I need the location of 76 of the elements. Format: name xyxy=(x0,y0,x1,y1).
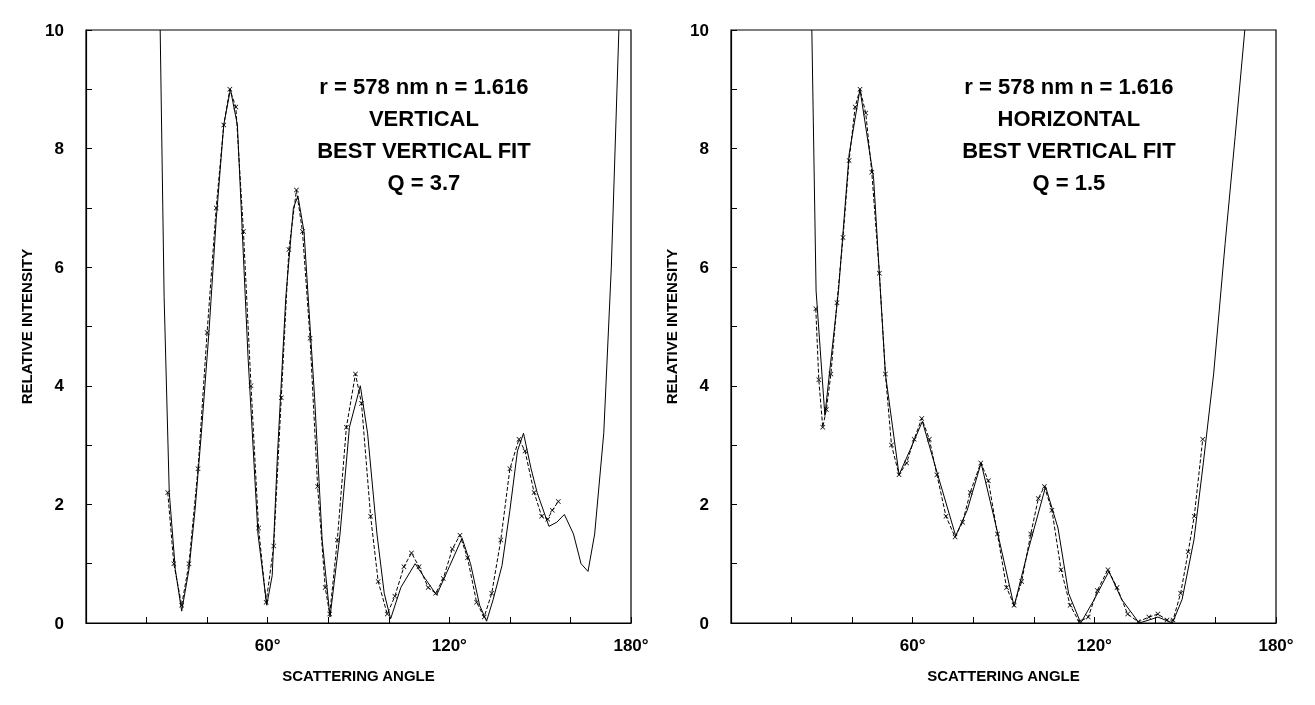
annotation: r = 578 nm n = 1.616 xyxy=(319,73,529,99)
point xyxy=(322,584,328,590)
y-tick-label: 2 xyxy=(54,494,64,514)
y-tick-label: 6 xyxy=(54,257,64,277)
point xyxy=(1191,513,1197,519)
point xyxy=(888,442,894,448)
annotation: Q = 3.7 xyxy=(387,169,461,195)
y-tick-label: 2 xyxy=(699,494,709,514)
annotation: BEST VERTICAL FIT xyxy=(317,137,532,163)
point xyxy=(293,187,299,193)
point xyxy=(846,157,852,163)
annotation: r = 578 nm n = 1.616 xyxy=(964,73,1174,99)
x-tick-label: 60° xyxy=(899,636,926,655)
y-axis-title: RELATIVE INTENSITY xyxy=(663,248,681,405)
point xyxy=(286,246,292,252)
point xyxy=(171,561,177,567)
point xyxy=(1019,578,1025,584)
point xyxy=(1035,495,1041,501)
y-tick-label: 10 xyxy=(45,20,64,40)
point xyxy=(299,229,305,235)
point xyxy=(359,401,365,407)
x-axis-title: SCATTERING ANGLE xyxy=(282,667,435,684)
point xyxy=(919,415,925,421)
point xyxy=(555,498,561,504)
point xyxy=(425,584,431,590)
x-tick-label: 120° xyxy=(1076,636,1113,655)
y-axis-title: RELATIVE INTENSITY xyxy=(18,248,36,405)
point xyxy=(165,490,171,496)
y-tick-label: 0 xyxy=(54,613,64,633)
point xyxy=(352,371,358,377)
point xyxy=(904,460,910,466)
point xyxy=(465,555,470,561)
y-tick-label: 4 xyxy=(54,376,65,396)
point xyxy=(278,395,284,401)
point xyxy=(869,169,875,175)
annotation: VERTICAL xyxy=(368,105,479,131)
point xyxy=(1041,484,1047,490)
point xyxy=(985,478,991,484)
point xyxy=(539,513,545,519)
point xyxy=(820,424,826,430)
point xyxy=(240,229,246,235)
point xyxy=(531,490,537,496)
point xyxy=(433,590,439,596)
point xyxy=(967,490,973,496)
annotation: HORIZONTAL xyxy=(997,105,1141,131)
point xyxy=(489,590,495,596)
point xyxy=(1004,584,1010,590)
point xyxy=(474,599,480,605)
point xyxy=(315,484,321,490)
point xyxy=(1178,590,1184,596)
y-tick-label: 0 xyxy=(699,613,709,633)
point xyxy=(813,306,819,312)
y-tick-label: 8 xyxy=(54,139,64,159)
point xyxy=(375,578,381,584)
y-tick-label: 8 xyxy=(699,139,709,159)
x-tick-label: 180° xyxy=(1258,636,1294,655)
point xyxy=(343,424,349,430)
point xyxy=(179,602,185,608)
annotation: Q = 1.5 xyxy=(1032,169,1106,195)
y-tick-label: 10 xyxy=(690,20,709,40)
annotation: BEST VERTICAL FIT xyxy=(962,137,1177,163)
point xyxy=(1094,587,1100,593)
point xyxy=(408,550,414,556)
x-tick-label: 180° xyxy=(613,636,649,655)
y-tick-label: 6 xyxy=(699,257,709,277)
point xyxy=(368,513,374,519)
point xyxy=(823,407,829,413)
point xyxy=(204,329,210,335)
y-tick-label: 4 xyxy=(699,376,710,396)
x-tick-label: 60° xyxy=(254,636,281,655)
point xyxy=(960,519,966,525)
x-tick-label: 120° xyxy=(431,636,468,655)
x-axis-title: SCATTERING ANGLE xyxy=(927,667,1080,684)
point xyxy=(440,576,446,582)
point xyxy=(549,507,555,513)
point xyxy=(256,525,262,531)
